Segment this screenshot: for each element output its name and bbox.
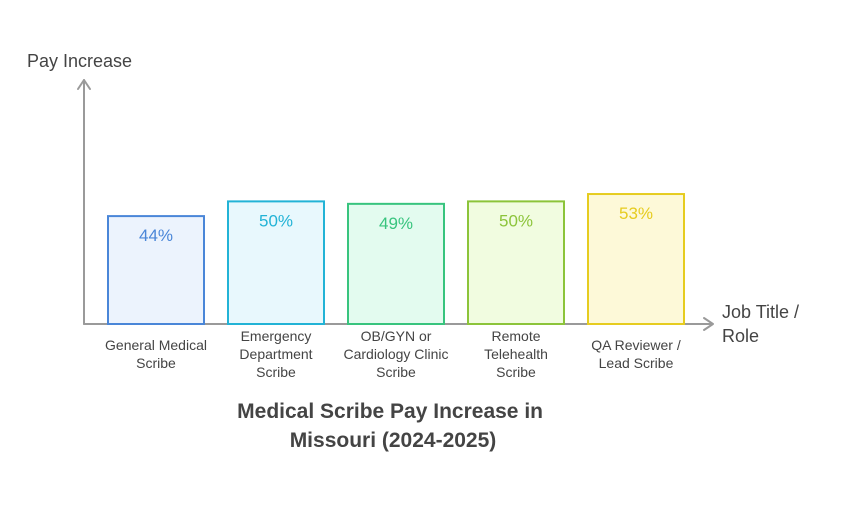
x-axis-title: Job Title / Role — [722, 302, 804, 346]
x-tick-label: General Medical Scribe — [105, 337, 207, 371]
x-tick-label-line: Scribe — [496, 364, 536, 380]
x-axis-title-line: Role — [722, 326, 759, 346]
x-tick-label-line: Scribe — [256, 364, 296, 380]
x-axis-arrow-icon — [703, 317, 714, 331]
bar-value-label: 53% — [619, 204, 653, 223]
x-tick-label-line: Scribe — [136, 355, 176, 371]
x-tick-label-line: Department — [239, 346, 312, 362]
bar — [467, 200, 565, 325]
chart-title-line: Medical Scribe Pay Increase in — [237, 400, 543, 423]
y-axis-arrow-icon — [77, 79, 91, 90]
x-tick-label-line: General Medical — [105, 337, 207, 353]
chart-title: Medical Scribe Pay Increase in Missouri … — [237, 400, 549, 452]
x-tick-label: Emergency Department Scribe — [239, 328, 312, 380]
x-tick-label-line: Emergency — [241, 328, 312, 344]
x-tick-label-line: Remote — [491, 328, 540, 344]
x-tick-label-line: Scribe — [376, 364, 416, 380]
x-tick-label: OB/GYN or Cardiology Clinic Scribe — [343, 328, 448, 380]
x-tick-label: QA Reviewer / Lead Scribe — [591, 337, 681, 371]
x-tick-label-line: QA Reviewer / — [591, 337, 681, 353]
y-axis-title: Pay Increase — [27, 51, 132, 71]
bar-value-label: 50% — [499, 211, 533, 230]
x-tick-label-line: Cardiology Clinic — [343, 346, 448, 362]
bar — [227, 200, 325, 325]
bar-series — [107, 193, 685, 325]
bar-value-label: 44% — [139, 226, 173, 245]
bar — [587, 193, 685, 325]
x-tick-label-line: OB/GYN or — [361, 328, 432, 344]
bar-value-labels: 44% 50% 49% 50% 53% — [139, 204, 653, 245]
bar-value-label: 49% — [379, 214, 413, 233]
x-tick-label-line: Telehealth — [484, 346, 548, 362]
x-tick-label-line: Lead Scribe — [599, 355, 674, 371]
bar-value-label: 50% — [259, 211, 293, 230]
bar — [347, 202, 445, 325]
chart-title-line: Missouri (2024-2025) — [290, 429, 497, 452]
bar — [107, 215, 205, 325]
x-axis-title-line: Job Title / — [722, 302, 799, 322]
x-tick-labels: General Medical Scribe Emergency Department… — [105, 328, 681, 380]
x-tick-label: Remote Telehealth Scribe — [484, 328, 548, 380]
